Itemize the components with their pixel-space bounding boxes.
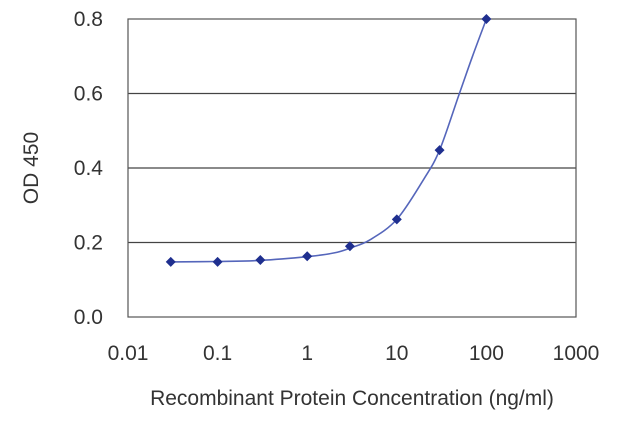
data-points	[165, 14, 492, 267]
x-axis-title: Recombinant Protein Concentration (ng/ml…	[150, 387, 554, 410]
x-tick-label: 1	[301, 342, 313, 365]
data-point	[434, 145, 445, 156]
x-tick-label: 10	[385, 342, 408, 365]
y-axis-title: OD 450	[20, 132, 43, 204]
x-tick-label: 0.1	[203, 342, 232, 365]
data-point	[255, 255, 266, 266]
data-point	[391, 214, 402, 225]
grid-lines	[128, 92, 576, 244]
y-tick-label: 0.2	[74, 232, 103, 255]
y-tick-label: 0.6	[74, 83, 103, 106]
plot-frame	[127, 18, 577, 318]
x-tick-labels: 0.01 0.1 1 10 100 1000	[108, 342, 600, 365]
fit-curve-layer	[170, 18, 488, 263]
y-tick-label: 0.8	[74, 8, 103, 31]
data-point	[481, 14, 492, 24]
data-point	[344, 241, 355, 252]
x-tick-label: 0.01	[108, 342, 149, 365]
y-tick-label: 0.4	[74, 157, 104, 180]
data-point	[212, 256, 223, 267]
fit-curve-line	[170, 18, 488, 263]
data-point	[165, 256, 176, 267]
y-tick-labels: 0.0 0.2 0.4 0.6 0.8	[74, 8, 104, 329]
data-point	[302, 251, 313, 262]
y-tick-label: 0.0	[74, 306, 103, 329]
x-tick-label: 100	[469, 342, 504, 365]
x-tick-label: 1000	[553, 342, 600, 365]
